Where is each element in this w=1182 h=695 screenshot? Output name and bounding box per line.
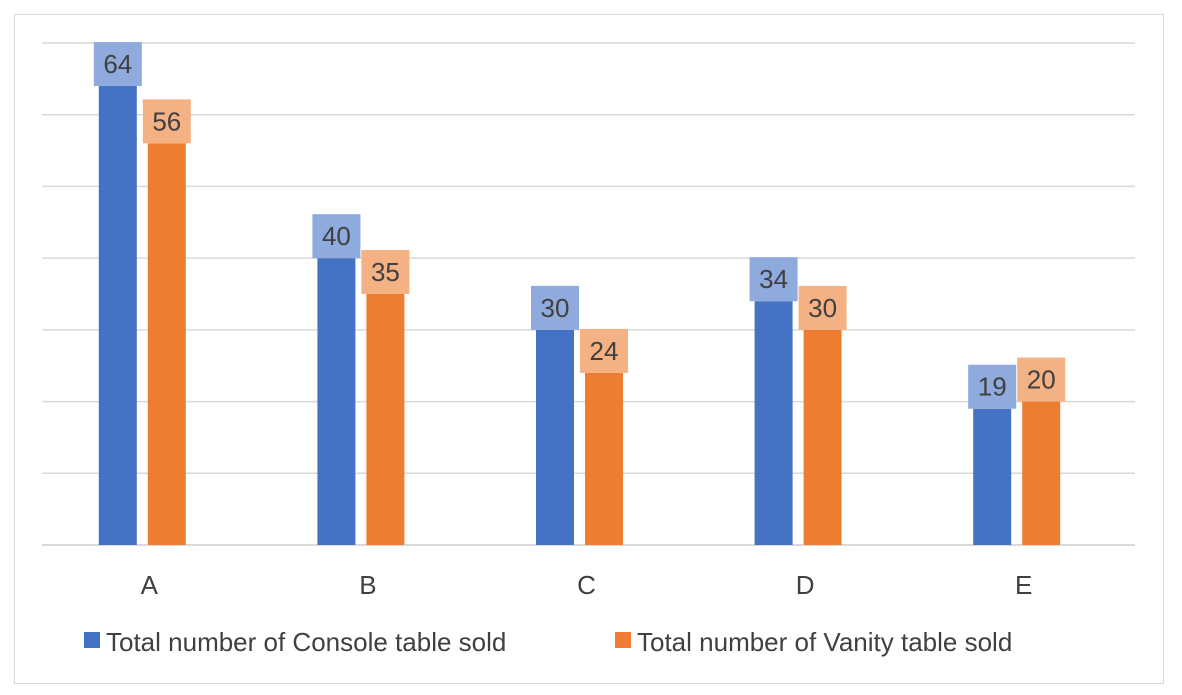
data-label: 56: [152, 106, 181, 136]
data-label-bg: [798, 285, 847, 330]
data-label-bg: [968, 364, 1017, 409]
data-label: 34: [759, 264, 788, 294]
bar-console-e: [973, 408, 1012, 545]
data-label: 30: [541, 293, 570, 323]
x-tick-label: E: [1015, 570, 1032, 600]
data-label-bg: [312, 214, 361, 259]
data-label-bg: [580, 328, 628, 373]
data-label: 24: [590, 336, 619, 366]
legend-swatch-console: [84, 632, 100, 648]
data-label: 30: [808, 293, 837, 323]
x-tick-label: D: [796, 570, 815, 600]
data-label: 40: [322, 221, 351, 251]
bar-console-c: [536, 329, 574, 545]
data-label: 19: [978, 372, 1007, 402]
bar-vanity-c: [585, 372, 623, 545]
data-label-bg: [749, 257, 798, 302]
data-label-bg: [142, 99, 191, 144]
x-tick-label: C: [577, 570, 596, 600]
data-label: 35: [371, 257, 400, 287]
bar-vanity-b: [366, 294, 405, 545]
data-label-bg: [93, 42, 142, 87]
legend-swatch-vanity: [615, 632, 631, 648]
legend-label-vanity: Total number of Vanity table sold: [637, 627, 1012, 657]
x-tick-label: A: [141, 570, 159, 600]
data-label-bg: [531, 285, 579, 330]
legend-label-console: Total number of Console table sold: [106, 627, 506, 657]
bar-vanity-a: [147, 143, 186, 545]
x-tick-label: B: [359, 570, 376, 600]
data-label: 64: [103, 49, 132, 79]
bar-console-b: [317, 258, 356, 545]
data-label: 20: [1027, 365, 1056, 395]
data-label-bg: [1017, 357, 1066, 402]
bar-console-a: [98, 86, 137, 546]
bar-vanity-d: [803, 329, 842, 545]
bar-vanity-e: [1022, 401, 1061, 545]
data-label-bg: [361, 250, 410, 294]
bar-console-d: [754, 301, 793, 545]
